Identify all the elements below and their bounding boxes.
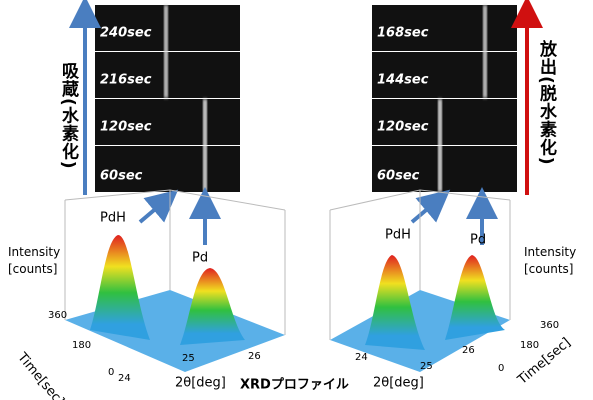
strip-label: 60sec <box>377 169 420 184</box>
tick: 360 <box>540 320 559 331</box>
strip-label: 240sec <box>100 26 152 41</box>
strip-label: 144sec <box>377 73 429 88</box>
tick: 0 <box>498 363 504 374</box>
x-label: 2θ[deg] <box>175 376 226 391</box>
peak-arrow <box>412 200 438 222</box>
x-label: 2θ[deg] <box>373 376 424 391</box>
strip-label: 120sec <box>377 120 429 135</box>
peak-label: Pd <box>470 233 486 248</box>
side-label: 吸蔵(水素化) <box>56 62 81 170</box>
strip-label: 120sec <box>100 120 152 135</box>
strip-label: 60sec <box>100 169 143 184</box>
tick: 24 <box>118 373 131 384</box>
tick: 180 <box>520 340 539 351</box>
peak-label: PdH <box>100 211 126 226</box>
peak-label: PdH <box>385 228 411 243</box>
tick: 26 <box>462 345 475 356</box>
strip-label: 216sec <box>100 73 152 88</box>
tick: 24 <box>355 352 368 363</box>
caption: XRDプロファイル <box>240 378 349 393</box>
tick: 26 <box>248 351 261 362</box>
graphics: 240sec 216sec 120sec 60sec 168sec 144sec… <box>0 0 593 400</box>
tick: 25 <box>420 361 433 372</box>
time-label: Time[sec] <box>14 349 67 400</box>
y-label: Intensity [counts] <box>8 244 78 278</box>
tick: 25 <box>182 353 195 364</box>
strip-label: 168sec <box>377 26 429 41</box>
peak-label: Pd <box>192 251 208 266</box>
tick: 0 <box>108 367 114 378</box>
y-label: Intensity [counts] <box>524 244 593 278</box>
peak-arrow <box>140 200 166 222</box>
left-plot <box>65 190 285 372</box>
tick: 180 <box>72 340 91 351</box>
side-label: 放出(脱水素化) <box>534 40 559 166</box>
tick: 360 <box>48 310 67 321</box>
figure: 240sec 216sec 120sec 60sec 168sec 144sec… <box>0 0 593 400</box>
